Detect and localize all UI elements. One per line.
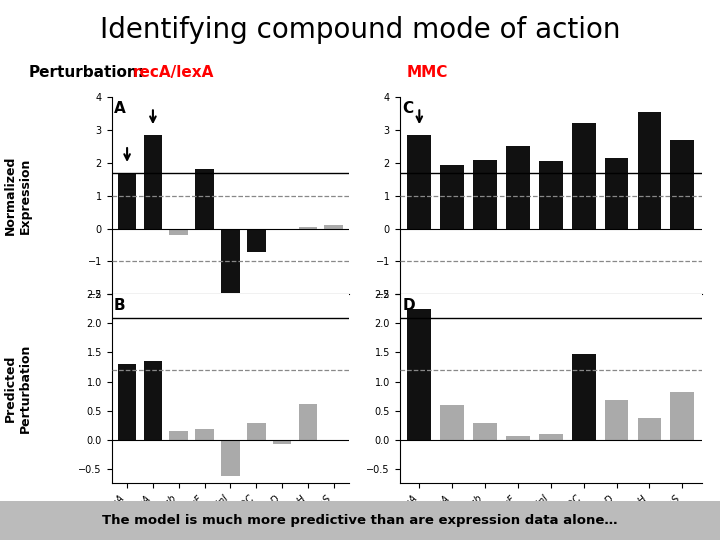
Text: A: A: [114, 101, 126, 116]
Bar: [247, 423, 266, 440]
Bar: [473, 423, 497, 440]
Bar: [247, 228, 266, 252]
Bar: [441, 405, 464, 440]
Text: B: B: [114, 298, 125, 313]
Bar: [638, 112, 661, 228]
Bar: [473, 160, 497, 228]
Bar: [572, 124, 595, 228]
Bar: [221, 440, 240, 476]
Text: MMC: MMC: [407, 65, 448, 80]
Bar: [195, 429, 214, 440]
Text: C: C: [402, 101, 414, 116]
Text: Identifying compound mode of action: Identifying compound mode of action: [100, 16, 620, 44]
Text: Perturbation:: Perturbation:: [29, 65, 145, 80]
Bar: [539, 161, 562, 228]
Bar: [506, 436, 530, 440]
Bar: [539, 434, 562, 440]
Bar: [605, 400, 629, 440]
Bar: [441, 165, 464, 228]
Bar: [670, 392, 694, 440]
Bar: [299, 227, 318, 228]
Bar: [408, 309, 431, 440]
Bar: [273, 440, 292, 444]
Bar: [506, 146, 530, 228]
Bar: [638, 417, 661, 440]
Bar: [408, 135, 431, 228]
Bar: [118, 364, 136, 440]
Bar: [572, 354, 595, 440]
Bar: [143, 361, 162, 440]
Bar: [195, 170, 214, 228]
Bar: [325, 225, 343, 228]
Bar: [221, 228, 240, 293]
Bar: [169, 431, 188, 440]
Bar: [143, 135, 162, 228]
Text: D: D: [402, 298, 415, 313]
Text: Predicted
Perturbation: Predicted Perturbation: [4, 344, 32, 434]
Bar: [605, 158, 629, 228]
Text: The model is much more predictive than are expression data alone…: The model is much more predictive than a…: [102, 514, 618, 527]
Bar: [670, 140, 694, 228]
Bar: [273, 228, 292, 230]
Text: recA/lexA: recA/lexA: [133, 65, 215, 80]
Text: Normalized
Expression: Normalized Expression: [4, 156, 32, 235]
Bar: [118, 173, 136, 228]
Bar: [299, 403, 318, 440]
Bar: [169, 228, 188, 235]
